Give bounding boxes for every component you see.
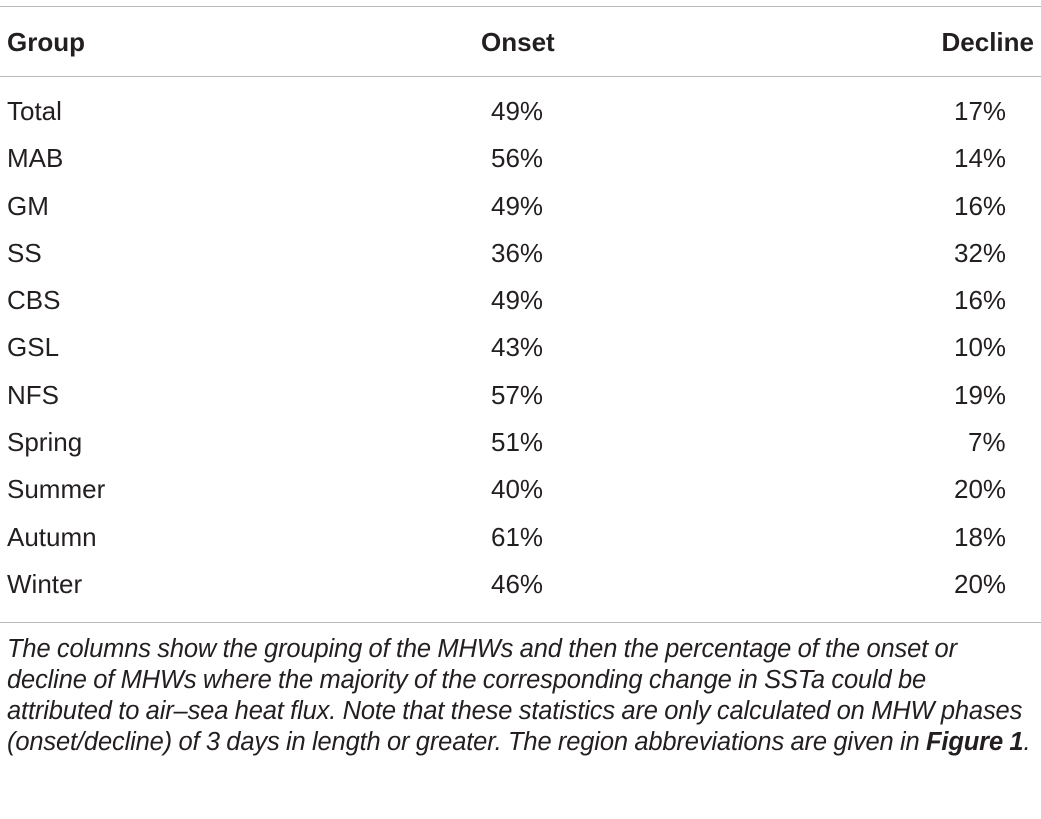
header-onset: Onset (481, 27, 555, 57)
cell-onset: 46% (491, 568, 544, 599)
cell-onset: 43% (491, 332, 544, 363)
cell-decline: 16% (954, 190, 1007, 221)
table-row: Summer 40% 20% (0, 466, 1041, 513)
cell-group: CBS (7, 285, 61, 316)
caption-end: . (1023, 728, 1031, 756)
cell-onset: 49% (491, 96, 544, 126)
cell-group: GM (7, 190, 49, 221)
cell-group: SS (7, 237, 42, 268)
table-row: Spring 51% 7% (0, 419, 1041, 466)
table-row: GSL 43% 10% (0, 324, 1041, 371)
header-rule (0, 76, 1041, 77)
cell-group: Autumn (7, 521, 97, 552)
cell-group: NFS (7, 379, 59, 410)
cell-decline: 20% (954, 568, 1007, 599)
table-row: NFS 57% 19% (0, 372, 1041, 419)
header-decline: Decline (941, 27, 1035, 57)
table-row: SS 36% 32% (0, 230, 1041, 277)
table-row: CBS 49% 16% (0, 277, 1041, 324)
cell-onset: 49% (491, 285, 544, 316)
cell-decline: 17% (954, 96, 1007, 126)
cell-decline: 32% (954, 237, 1007, 268)
cell-decline: 7% (968, 427, 1006, 458)
cell-onset: 49% (491, 190, 544, 221)
cell-decline: 14% (954, 143, 1007, 174)
table-row: MAB 56% 14% (0, 135, 1041, 182)
cell-group: GSL (7, 332, 60, 363)
cell-decline: 10% (954, 332, 1007, 363)
cell-group: Summer (7, 474, 106, 505)
table-row: Total 49% 17% (0, 88, 1041, 135)
cell-group: MAB (7, 143, 64, 174)
cell-decline: 20% (954, 474, 1007, 505)
cell-onset: 57% (491, 379, 544, 410)
cell-onset: 40% (491, 474, 544, 505)
table-caption: The columns show the grouping of the MHW… (7, 634, 1037, 758)
cell-decline: 18% (954, 521, 1007, 552)
cell-onset: 61% (491, 521, 544, 552)
top-rule (0, 6, 1041, 7)
cell-group: Total (7, 96, 62, 126)
table-body: Total 49% 17% MAB 56% 14% GM 49% 16% SS 36% 32% CBS 4… (0, 88, 1041, 608)
bottom-rule (0, 622, 1041, 623)
table-row: Winter 46% 20% (0, 561, 1041, 608)
table-header: Group Onset Decline (0, 20, 1041, 64)
header-group: Group (7, 27, 85, 57)
cell-onset: 56% (491, 143, 544, 174)
table-row: Autumn 61% 18% (0, 514, 1041, 561)
cell-group: Winter (7, 568, 83, 599)
cell-onset: 51% (491, 427, 544, 458)
cell-group: Spring (7, 427, 83, 458)
cell-decline: 19% (954, 379, 1007, 410)
table-row: GM 49% 16% (0, 183, 1041, 230)
caption-text: The columns show the grouping of the MHW… (7, 635, 1023, 756)
figure-reference: Figure 1 (925, 728, 1024, 756)
cell-decline: 16% (954, 285, 1007, 316)
cell-onset: 36% (491, 237, 544, 268)
